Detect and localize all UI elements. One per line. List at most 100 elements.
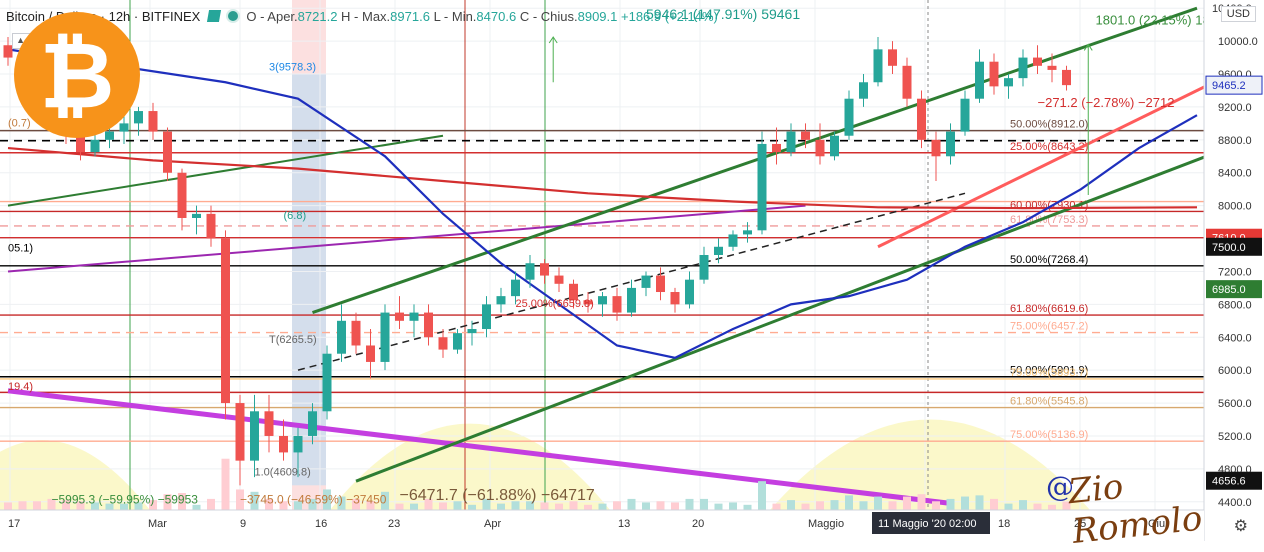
candle-body <box>206 213 216 239</box>
x-tick-label: 17 <box>8 518 20 530</box>
currency-label[interactable]: USD <box>1220 6 1256 22</box>
low-label: L - Min. <box>433 8 477 24</box>
volume-bar <box>236 489 244 510</box>
candle-body <box>931 139 941 157</box>
candle-body <box>859 82 868 99</box>
volume-bar <box>758 481 766 510</box>
purple-trend-line <box>7 204 806 273</box>
price-tag <box>1206 471 1262 490</box>
chart-annotation: 05.1) <box>8 243 33 255</box>
flag-icon[interactable] <box>207 10 222 22</box>
candle-body <box>511 279 520 297</box>
chart-annotation: 19.4) <box>8 381 33 393</box>
candle-body <box>960 98 970 132</box>
candle-body <box>946 131 955 157</box>
volume-bar <box>265 498 273 510</box>
x-tick-label: Mar <box>148 518 167 530</box>
candle-body <box>409 312 419 321</box>
candle-body <box>424 312 433 338</box>
y-tick-label: 4400.0 <box>1218 497 1252 509</box>
volume-bar <box>903 496 911 510</box>
candle-body <box>76 135 85 153</box>
volume-bar <box>685 498 694 510</box>
x-tick-label: Giu <box>1148 518 1165 530</box>
volume-bar <box>555 503 563 510</box>
volume-bar <box>584 504 592 510</box>
candle-body <box>264 411 274 436</box>
volume-bar <box>511 501 520 510</box>
volume-bar <box>105 503 114 510</box>
chart-annotation: −5995.3 (−59.95%) −59953 <box>52 492 199 506</box>
candle-body <box>438 337 448 350</box>
bitcoin-symbol: ₿ <box>39 21 115 129</box>
level-label: 61.80%(5545.8) <box>1010 396 1088 408</box>
chart-annotation: 1801.0 (22.15%) 18010 <box>1096 13 1232 28</box>
volume-bar <box>932 501 940 510</box>
volume-bar <box>482 498 491 510</box>
price-tag-label: 7500.0 <box>1212 242 1246 254</box>
volume-bar <box>76 501 85 510</box>
candle-body <box>235 403 245 461</box>
cycle-arc <box>0 440 150 510</box>
time-axis-bg <box>0 510 1204 541</box>
volume-bar <box>323 489 331 510</box>
eye-icon[interactable] <box>228 11 239 21</box>
x-tick-label: 18 <box>998 518 1010 530</box>
chart-annotation: (6.8) <box>284 210 307 222</box>
candle-body <box>801 131 810 140</box>
chart-annotation: −271.2 (−2.78%) −2712 <box>1038 95 1175 110</box>
arrow-head <box>1083 43 1093 51</box>
y-tick-label: 10000.0 <box>1218 36 1258 48</box>
y-tick-label: 8800.0 <box>1218 135 1252 147</box>
volume-bar <box>772 503 781 510</box>
chart-annotation: 25.00%(6659.8) <box>516 298 594 310</box>
volume-bar <box>613 501 621 510</box>
volume-bar <box>816 501 824 510</box>
bitcoin-logo: ₿ <box>14 12 140 138</box>
candle-body <box>177 172 187 218</box>
candle-body <box>221 238 230 404</box>
candle-body <box>670 292 680 305</box>
volume-bar <box>1033 503 1042 510</box>
volume-bars <box>4 458 1071 510</box>
fib-levels: 50.00%(8912.0)25.00%(8643.2)60.00%(7930.… <box>0 119 1204 442</box>
gear-icon[interactable]: ⚙ <box>1233 518 1248 535</box>
candle-body <box>90 139 100 153</box>
channel-upper-line <box>312 6 1198 314</box>
candle-body <box>453 333 462 350</box>
price-tag <box>1206 280 1262 299</box>
candle-body <box>685 279 694 305</box>
volume-bar <box>178 493 186 510</box>
level-label: 25.00%(8643.2) <box>1010 141 1088 153</box>
x-tick-label: 23 <box>388 518 400 530</box>
candle-body <box>888 49 897 66</box>
y-tick-label: 9200.0 <box>1218 102 1252 114</box>
level-label: 75.00%(5893.7) <box>1010 367 1088 379</box>
price-axis: 4400.04800.05200.05600.06000.06400.06800… <box>1203 0 1264 541</box>
candle-body <box>540 263 549 276</box>
candle-body <box>583 300 593 305</box>
x-tick-label: 25 <box>1074 518 1086 530</box>
blue-moving-average <box>7 48 1198 359</box>
candle-body <box>496 296 506 305</box>
volume-bar <box>33 501 41 510</box>
volume-bar <box>91 502 99 510</box>
candle-body <box>743 230 752 235</box>
candle-body <box>728 234 738 247</box>
ohlc-readout: O - Aper.8721.2 H - Max.8971.6 L - Min.8… <box>246 9 718 24</box>
open-value: 8721.2 <box>297 8 338 24</box>
y-tick-label: 5600.0 <box>1218 398 1252 410</box>
volume-bar <box>540 502 549 510</box>
candle-body <box>192 213 201 218</box>
volume-bar <box>526 501 534 510</box>
volume-bar <box>352 498 360 510</box>
chart-annotation: (0.7) <box>8 118 31 130</box>
time-axis: 17 Mar 9 16 23 Apr 13 20 Maggio 11 Maggio '20 02:… <box>0 509 1204 541</box>
volume-bar <box>990 498 998 510</box>
volume-bar <box>453 501 462 510</box>
volume-bar <box>192 504 201 510</box>
candle-body <box>714 246 723 255</box>
volume-bar <box>134 502 143 510</box>
volume-bar <box>294 501 302 510</box>
